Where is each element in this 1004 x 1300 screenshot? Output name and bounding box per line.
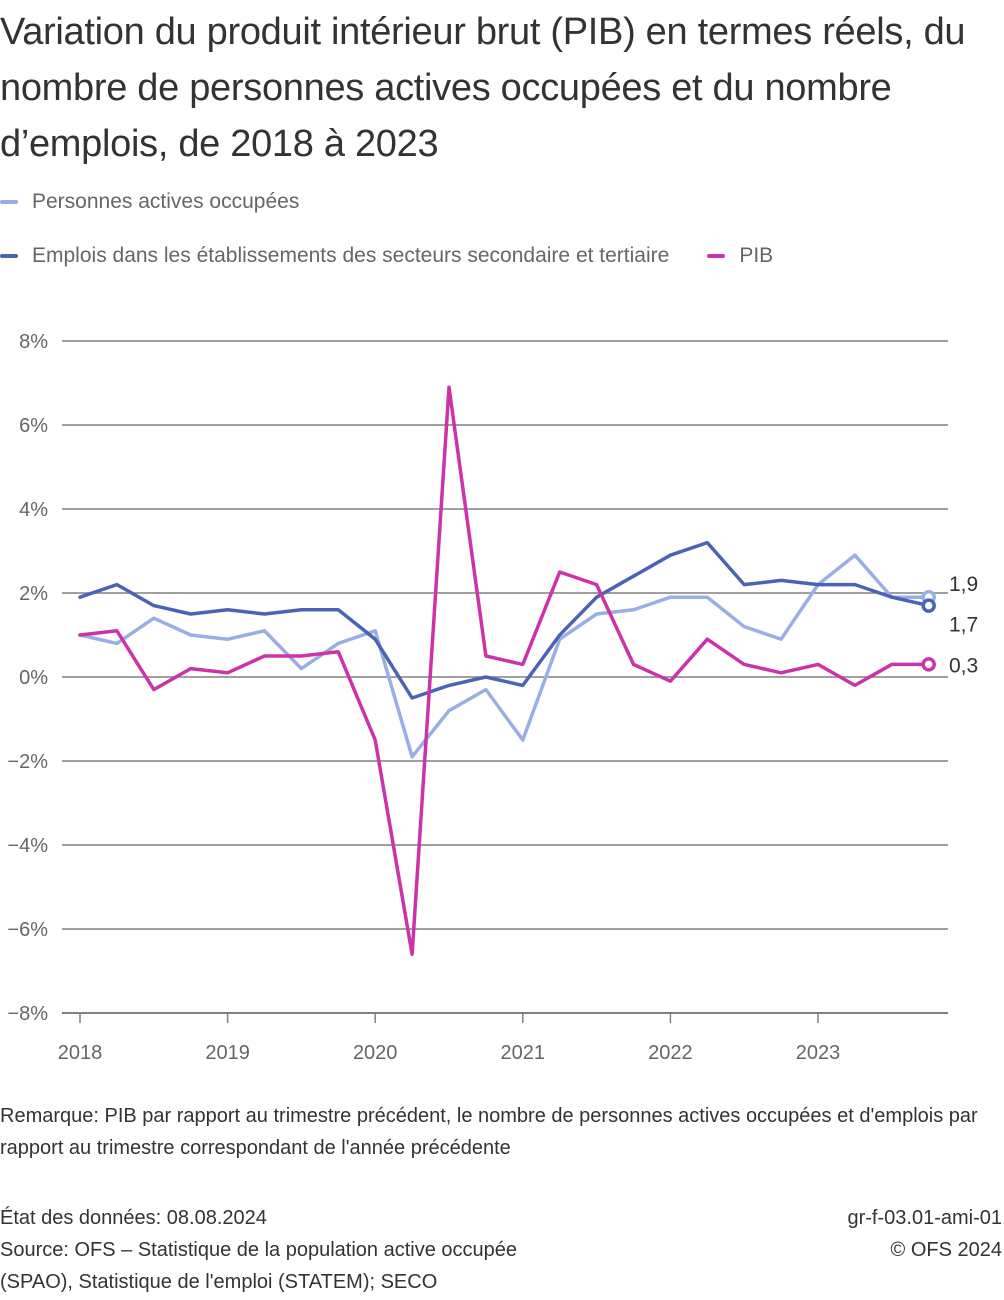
y-tick-label: 4% — [19, 499, 48, 521]
source-line-1: Source: OFS – Statistique de la populati… — [0, 1239, 517, 1261]
legend-item-emplois[interactable]: Emplois dans les établissements des sect… — [0, 244, 669, 268]
legend-swatch-personnes — [0, 200, 18, 204]
footer-left: État des données: 08.08.2024 Source: OFS… — [0, 1202, 517, 1298]
x-tick-label: 2022 — [648, 1042, 693, 1064]
copyright: © OFS 2024 — [890, 1239, 1002, 1261]
legend-item-pib[interactable]: PIB — [707, 244, 773, 268]
chart-note: Remarque: PIB par rapport au trimestre p… — [0, 1105, 978, 1159]
legend-label-emplois: Emplois dans les établissements des sect… — [32, 244, 670, 267]
y-axis-labels: 8% 6% 4% 2% 0% −2% −4% −6% −8% — [7, 331, 48, 1025]
series-line — [78, 553, 931, 759]
data-state: État des données: 08.08.2024 — [0, 1207, 267, 1229]
series-line — [78, 540, 931, 700]
end-value-label: 1,7 — [949, 614, 978, 637]
end-value-label: 1,9 — [949, 573, 978, 596]
y-tick-label: −2% — [7, 751, 48, 773]
x-axis: 2018 2019 2020 2021 2022 2023 — [58, 1013, 841, 1064]
legend-swatch-pib — [707, 254, 726, 258]
legend-swatch-emplois — [0, 254, 18, 258]
y-tick-label: −8% — [7, 1003, 48, 1025]
chart-id: gr-f-03.01-ami-01 — [847, 1207, 1002, 1229]
legend-item-personnes[interactable]: Personnes actives occupées — [0, 190, 299, 214]
y-tick-label: 6% — [19, 415, 48, 437]
legend-label-personnes: Personnes actives occupées — [32, 190, 300, 213]
x-tick-label: 2019 — [205, 1042, 250, 1064]
x-tick-label: 2021 — [501, 1042, 546, 1064]
y-tick-label: 2% — [19, 583, 48, 605]
end-value-label: 0,3 — [949, 654, 978, 677]
x-tick-label: 2023 — [796, 1042, 841, 1064]
y-tick-label: 0% — [19, 667, 48, 689]
end-marker — [921, 657, 936, 672]
chart-title: Variation du produit intérieur brut (PIB… — [0, 11, 966, 165]
source-line-2: (SPAO), Statistique de l'emploi (STATEM)… — [0, 1271, 438, 1293]
end-markers: 1,9 1,7 0,3 — [921, 573, 978, 677]
x-tick-label: 2020 — [353, 1042, 398, 1064]
line-chart: 8%6%4%2%0%−2%−4%−6%−8% 2018 2019 2020 2021 2… — [7, 331, 978, 1064]
y-tick-label: −6% — [7, 919, 48, 941]
y-tick-label: 8% — [19, 331, 48, 353]
series-line — [78, 385, 931, 956]
y-tick-label: −4% — [7, 835, 48, 857]
x-tick-label: 2018 — [58, 1042, 103, 1064]
grid-lines — [62, 340, 948, 1014]
footer-right: gr-f-03.01-ami-01 © OFS 2024 — [847, 1202, 1002, 1266]
legend-label-pib: PIB — [739, 244, 774, 267]
end-marker — [921, 598, 936, 613]
series-lines — [78, 385, 931, 956]
legend-row-1: Personnes actives occupées — [0, 190, 337, 214]
legend-row-2: Emplois dans les établissements des sect… — [0, 244, 811, 268]
